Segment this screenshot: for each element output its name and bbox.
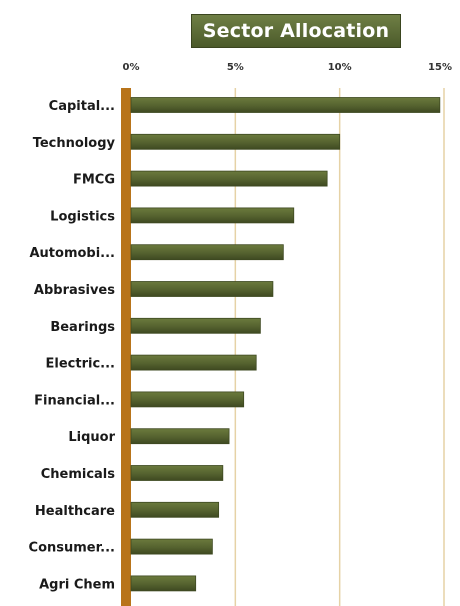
- bar: [130, 538, 213, 555]
- category-label: Technology: [33, 136, 116, 151]
- category-label: Liquor: [68, 430, 115, 445]
- bar: [130, 244, 284, 261]
- bar: [130, 133, 341, 150]
- bar: [130, 465, 224, 481]
- bar: [130, 281, 274, 297]
- category-labels: Capital... Technology FMCG Logistics Automob…: [29, 99, 116, 592]
- bars: [130, 97, 441, 592]
- gridlines: [234, 88, 445, 606]
- bar: [130, 97, 441, 113]
- bar: [130, 428, 230, 445]
- bar: [130, 317, 261, 334]
- bar: [130, 170, 328, 187]
- value-axis-bar: [121, 88, 131, 606]
- category-label: FMCG: [73, 173, 115, 188]
- bar: [130, 501, 220, 518]
- category-label: Financial...: [34, 393, 115, 408]
- category-label: Capital...: [49, 99, 115, 114]
- chart-title: Sector Allocation: [191, 14, 401, 48]
- category-label: Bearings: [50, 320, 115, 335]
- bar: [130, 575, 197, 592]
- x-tick-label: 5%: [227, 62, 244, 73]
- category-label: Electric...: [46, 357, 115, 372]
- category-label: Agri Chem: [39, 577, 115, 592]
- category-label: Automobi...: [29, 246, 115, 261]
- category-label: Healthcare: [35, 504, 115, 519]
- x-tick-label: 10%: [328, 62, 352, 73]
- bar: [130, 207, 295, 224]
- category-label: Chemicals: [41, 467, 116, 482]
- category-label: Abbrasives: [34, 283, 115, 298]
- category-label: Consumer...: [29, 541, 115, 556]
- x-tick-label: 0%: [123, 62, 140, 73]
- category-label: Logistics: [50, 209, 115, 224]
- x-tick-label: 15%: [428, 62, 452, 73]
- x-axis-ticks: 0% 5% 10% 15%: [123, 62, 452, 73]
- bar: [130, 391, 245, 408]
- bar: [130, 354, 257, 371]
